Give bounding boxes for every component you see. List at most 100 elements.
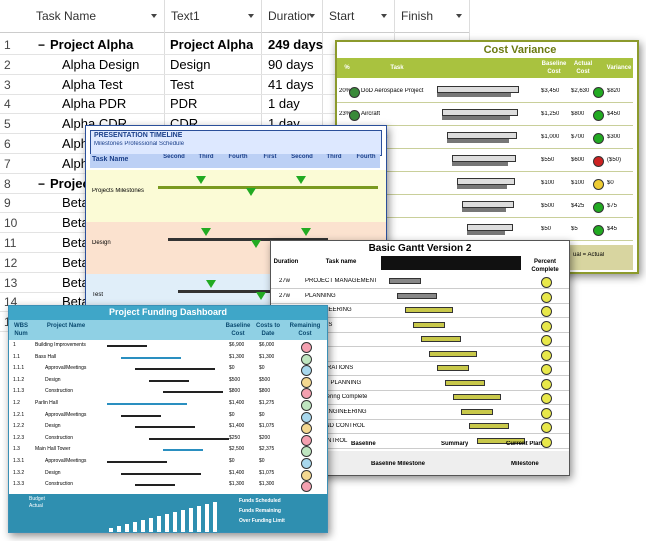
- task: EM TEST PLANNING: [303, 379, 362, 386]
- baseline-cost: $1,300: [229, 481, 245, 488]
- bar: [125, 524, 129, 532]
- dropdown-arrow[interactable]: [248, 14, 254, 18]
- percent: 23%: [339, 111, 352, 117]
- variance: $75: [607, 203, 618, 209]
- bar: [469, 423, 509, 429]
- text1: Test: [170, 76, 194, 92]
- status-dot: [593, 110, 604, 121]
- status-dot: [301, 458, 312, 469]
- actual-cost: $2,630: [571, 88, 590, 94]
- percent: 20%: [339, 88, 352, 94]
- status-dot: [301, 446, 312, 458]
- actual-cost: $5: [571, 226, 578, 232]
- row-number: 6: [4, 137, 11, 151]
- baseline-cost: $1,300: [229, 353, 245, 360]
- column-header: Text1: [171, 9, 200, 23]
- wbs: 1.1: [13, 353, 20, 360]
- task-name: Alpha PDR: [62, 96, 127, 112]
- duration: 249 days: [268, 37, 323, 52]
- row-number: 1: [4, 38, 11, 52]
- actual-cost: $425: [571, 203, 585, 209]
- text1: Design: [170, 56, 211, 72]
- wbs: 1.3: [13, 446, 20, 453]
- baseline-cost: $550: [541, 157, 555, 163]
- legend-entry: Summary: [441, 441, 469, 447]
- duration: 41 days: [268, 76, 314, 92]
- column-header: WBS Num: [14, 323, 28, 337]
- bar: [213, 502, 217, 532]
- bar: [389, 278, 421, 284]
- variance: $300: [607, 134, 621, 140]
- row-label: Design: [92, 240, 111, 246]
- period: Third: [198, 154, 214, 160]
- bar: [163, 391, 223, 394]
- cost-to-date: $2,375: [259, 446, 275, 453]
- row-line: [337, 217, 633, 218]
- dropdown-arrow[interactable]: [381, 14, 387, 18]
- task: n Engineering Complete: [303, 394, 368, 400]
- bar: [445, 379, 485, 386]
- bar: [107, 461, 167, 463]
- project-name: Design: [45, 376, 61, 383]
- project-name: Construction: [45, 388, 74, 395]
- bar: [135, 368, 215, 371]
- wbs: 1.2.1: [13, 411, 25, 418]
- column-header: Remaining Cost: [289, 323, 321, 337]
- bar: [107, 345, 147, 347]
- duration: 27w: [279, 292, 291, 299]
- status-dot: [301, 388, 312, 400]
- task-name: Alpha Test: [62, 76, 123, 92]
- row-line: [271, 433, 569, 434]
- header-band: [9, 320, 327, 340]
- task-column: Task Name: [92, 156, 129, 163]
- bar: [121, 414, 161, 417]
- dropdown-arrow[interactable]: [309, 14, 315, 18]
- status-dot: [541, 291, 552, 303]
- title-band: [90, 130, 382, 156]
- row-line: [337, 171, 633, 172]
- task-name: Alph: [62, 136, 89, 151]
- task: Aircraft: [361, 111, 381, 117]
- milestone: [301, 228, 311, 236]
- dropdown-arrow[interactable]: [456, 14, 462, 18]
- bar: [452, 162, 508, 166]
- column-header: Task: [390, 65, 404, 71]
- status-dot: [301, 469, 312, 481]
- card-title: Basic Gantt Version 2: [368, 243, 472, 254]
- legend-entry: Current Plan: [506, 441, 543, 447]
- baseline-cost: $0: [229, 411, 235, 418]
- project-name: Approval/Meetings: [45, 458, 87, 464]
- column-header: Start: [329, 9, 355, 23]
- wbs: 1.3.3: [13, 481, 25, 488]
- card-title: PRESENTATION TIMELINE: [94, 132, 183, 139]
- status-dot: [593, 202, 604, 213]
- project-name: Design: [45, 423, 61, 430]
- task: DoD Aerospace Project: [361, 88, 424, 94]
- actual-label: Actual: [29, 503, 43, 509]
- row-number: 2: [4, 57, 11, 72]
- milestone: [206, 280, 216, 288]
- status-dot: [301, 365, 312, 377]
- status-dot: [541, 422, 552, 433]
- actual-cost: $600: [571, 157, 585, 163]
- bar: [437, 365, 469, 371]
- bar: [442, 109, 518, 116]
- row-number: 3: [4, 77, 11, 92]
- period: Second: [163, 154, 185, 160]
- variance: $450: [607, 111, 621, 117]
- cost-to-date: $0: [259, 411, 265, 418]
- title-band: [9, 306, 327, 320]
- status-dot: [349, 110, 360, 121]
- baseline-cost: $0: [229, 458, 235, 464]
- variance: $0: [607, 180, 614, 186]
- wbs: 1.3.1: [13, 458, 25, 464]
- period: Second: [291, 154, 313, 160]
- status-dot: [541, 407, 552, 419]
- row-line: [271, 360, 569, 362]
- dropdown-arrow[interactable]: [151, 14, 157, 18]
- bar: [452, 155, 516, 162]
- row-number: 10: [4, 216, 18, 231]
- variance: $820: [607, 88, 621, 94]
- bar: [133, 522, 137, 532]
- baseline-cost: $0: [229, 365, 235, 372]
